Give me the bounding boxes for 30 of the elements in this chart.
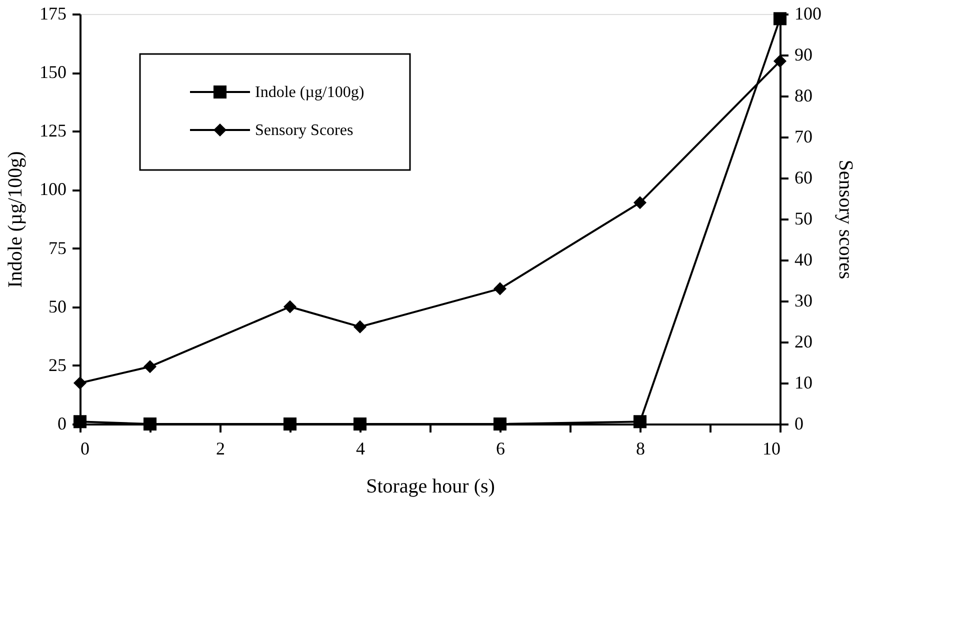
y-tick-label: 150 [40,62,66,82]
y-tick-label: 175 [40,4,66,24]
x-tick-label: 2 [216,438,225,458]
x-tick-label: 6 [496,438,505,458]
x-tick-label: 10 [762,438,780,458]
x-tick-label: 4 [356,438,365,458]
y-tick-label: 125 [40,120,66,141]
y2-tick-label: 90 [794,44,812,64]
y2-tick-label: 80 [794,86,812,106]
y-tick-label: 100 [40,179,66,200]
y2-axis-title: Sensory scores [834,160,856,280]
legend-label: Indole (µg/100g) [255,84,364,101]
y2-tick-label: 70 [794,126,812,146]
y2-tick-label: 20 [794,332,812,352]
y2-tick-label: 100 [794,4,822,24]
y2-tick-label: 60 [794,168,812,188]
y-axis-title: Indole (µg/100g) [4,151,26,288]
y-tick-label: 75 [48,238,66,258]
legend-label: Sensory Scores [255,122,354,139]
y-tick-label: 0 [58,414,66,434]
y2-tick-label: 0 [794,414,804,434]
x-axis-title: Storage hour (s) [366,476,495,498]
y2-tick-label: 50 [794,208,812,228]
x-tick-label: 8 [636,438,645,458]
y2-tick-label: 40 [794,250,812,270]
y2-tick-label: 30 [794,290,812,310]
x-tick-label: 0 [80,438,90,458]
y-tick-label: 50 [48,296,66,316]
y2-tick-label: 10 [794,372,812,392]
y-tick-label: 25 [48,354,66,375]
